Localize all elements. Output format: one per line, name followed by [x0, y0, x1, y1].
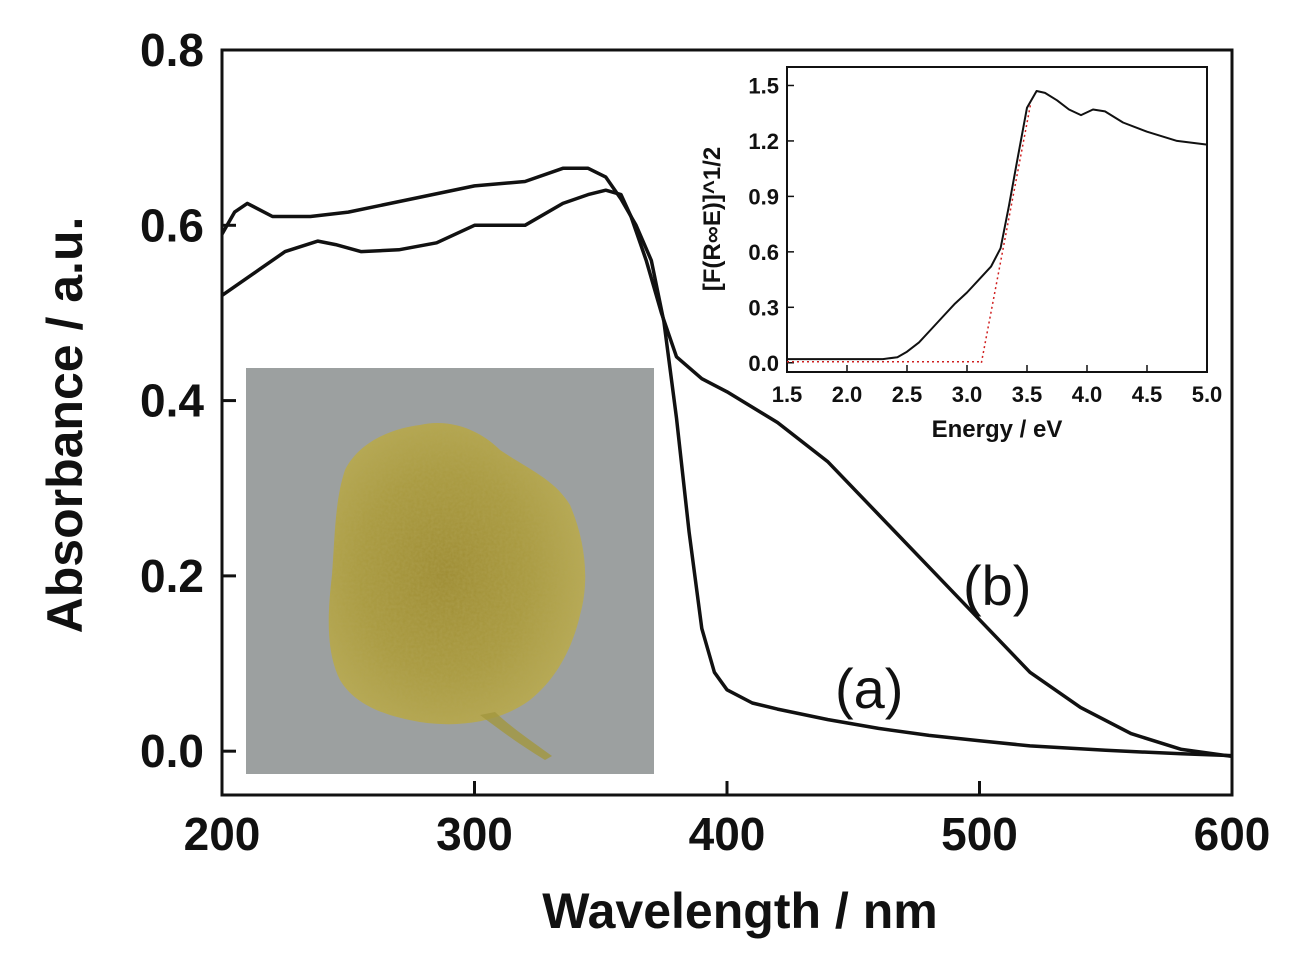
inset-y-axis-title: [F(R∞E)]^1/2 [699, 147, 726, 291]
inset-x-tick-label: 5.0 [1192, 382, 1223, 407]
main-x-axis-title: Wavelength / nm [542, 883, 937, 939]
inset-plot-background [787, 67, 1207, 372]
inset-y-tick-label: 1.5 [748, 73, 779, 98]
inset-powder-photo [246, 368, 654, 774]
main-y-tick-label: 0.2 [140, 550, 204, 602]
inset-axis-ticks: 1.5 2.0 2.5 3.0 3.5 4.0 4.5 5.0 0.0 0.3 0.6 0.9 1.2 1… [748, 73, 1222, 407]
inset-x-tick-label: 2.0 [832, 382, 863, 407]
main-y-axis-title: Absorbance / a.u. [37, 217, 93, 634]
main-axis-ticks: 200 300 400 500 600 0.0 0.2 0.4 0.6 0.8 [140, 24, 1270, 860]
inset-plot-frame [786, 66, 1208, 373]
inset-y-tick-label: 0.9 [748, 184, 779, 209]
inset-x-tick-label: 3.0 [952, 382, 983, 407]
inset-x-tick-label: 4.5 [1132, 382, 1163, 407]
curve-label-b: (b) [963, 554, 1031, 617]
main-x-tick-label: 300 [436, 808, 513, 860]
curve-label-a: (a) [835, 657, 903, 720]
main-curves [220, 166, 1233, 759]
main-y-tick-label: 0.6 [140, 199, 204, 251]
inset-series-1 [980, 103, 1032, 363]
inset-x-tick-label: 2.5 [892, 382, 923, 407]
inset-curves [787, 90, 1208, 363]
main-y-tick-label: 0.8 [140, 24, 204, 76]
main-x-tick-label: 400 [689, 808, 766, 860]
inset-y-tick-label: 1.2 [748, 129, 779, 154]
inset-y-tick-label: 0.0 [748, 351, 779, 376]
inset-series-0 [787, 90, 1208, 361]
main-y-tick-label: 0.0 [140, 725, 204, 777]
main-x-tick-label: 600 [1194, 808, 1271, 860]
main-y-tick-label: 0.4 [140, 375, 204, 427]
main-x-tick-label: 500 [941, 808, 1018, 860]
powder-tail [480, 712, 552, 760]
powder-texture [328, 422, 586, 725]
inset-x-axis-title: Energy / eV [932, 416, 1063, 443]
inset-x-tick-label: 1.5 [772, 382, 803, 407]
main-series-1 [221, 188, 1233, 759]
inset-x-tick-label: 3.5 [1012, 382, 1043, 407]
inset-y-tick-label: 0.3 [748, 295, 779, 320]
main-x-tick-label: 200 [184, 808, 261, 860]
inset-y-tick-label: 0.6 [748, 240, 779, 265]
inset-x-tick-label: 4.0 [1072, 382, 1103, 407]
